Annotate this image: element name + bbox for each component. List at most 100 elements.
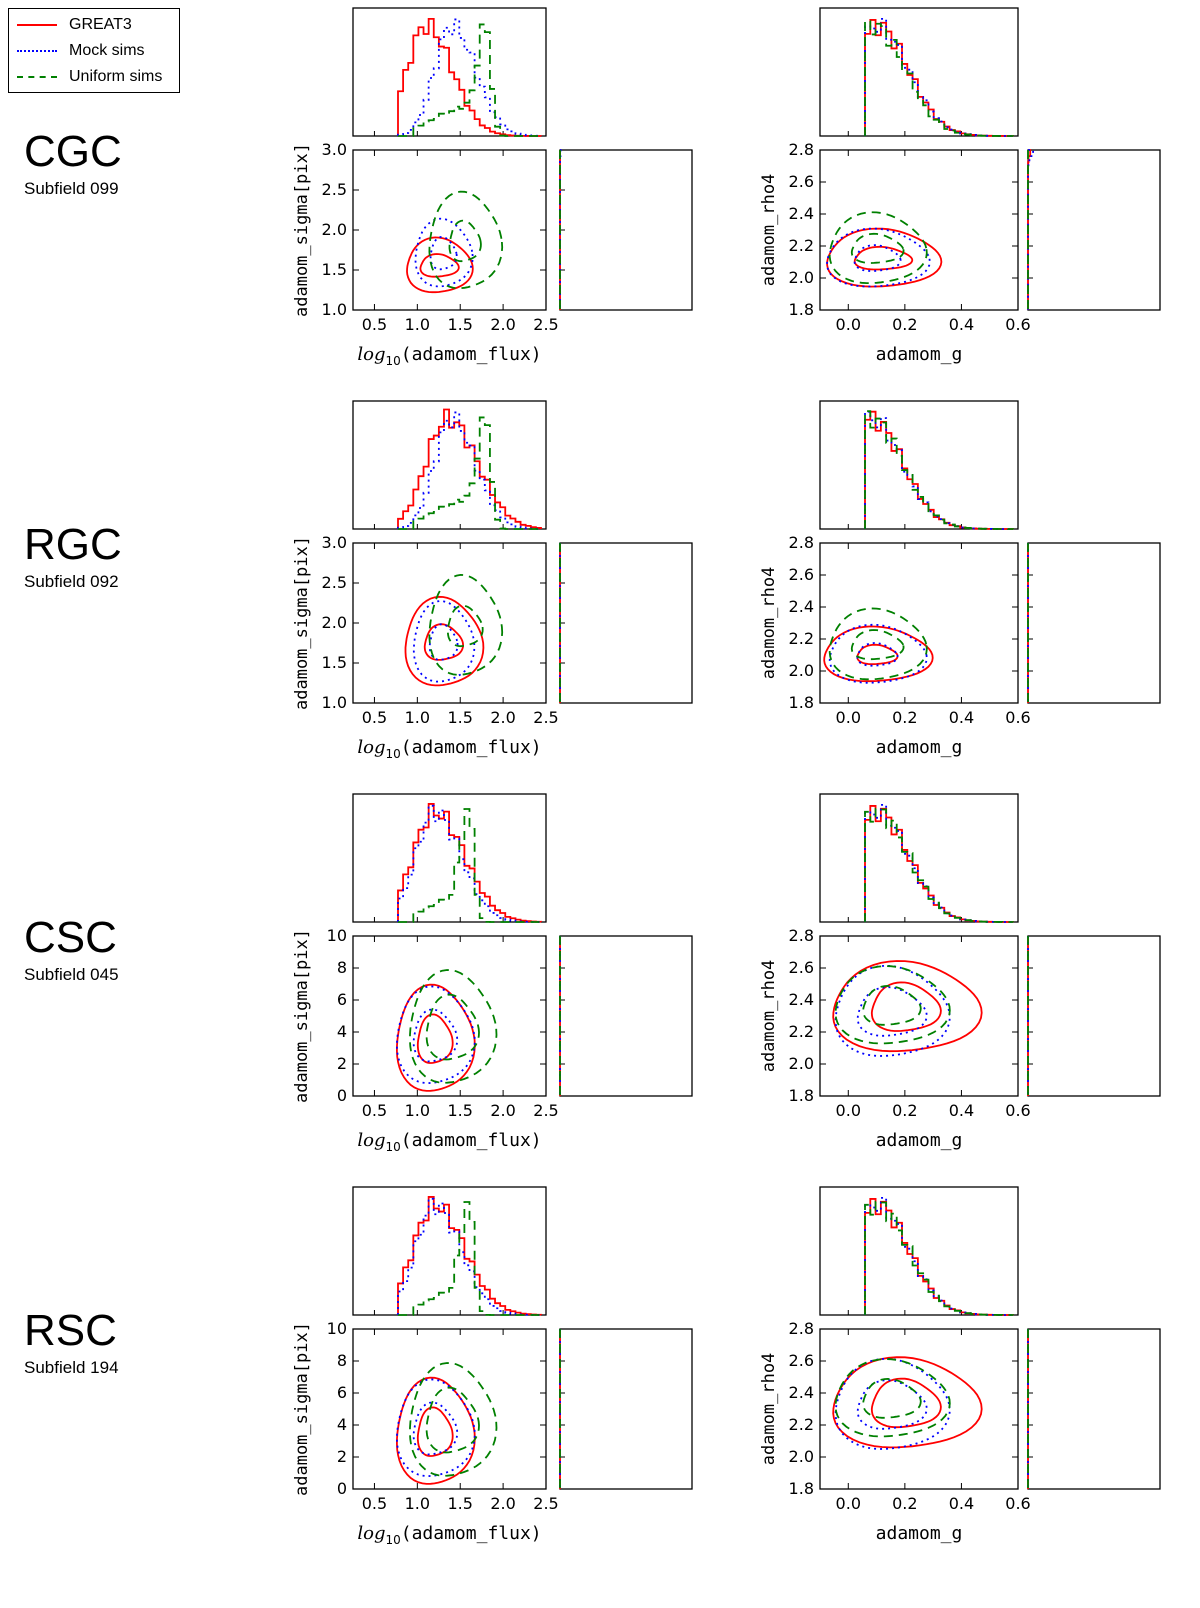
series-mock-sims — [395, 1197, 561, 1489]
top-histogram-line — [397, 803, 542, 923]
x-tick-label: 0.0 — [836, 708, 861, 727]
x-tick-label: 2.5 — [533, 1101, 558, 1120]
x-axis-label-sub: 10 — [385, 1140, 400, 1154]
top-histogram-frame — [352, 400, 547, 530]
x-tick-label: 2.5 — [533, 708, 558, 727]
contour-inner — [425, 993, 480, 1061]
series-uniform-sims — [834, 807, 1029, 1096]
top-histogram-line — [397, 1196, 542, 1316]
top-histogram-frame — [819, 793, 1019, 923]
x-tick-label: 0.0 — [836, 1101, 861, 1120]
x-tick-label: 0.2 — [892, 1101, 917, 1120]
x-axis-label-math: log — [357, 737, 385, 758]
top-histogram-line — [864, 410, 1014, 530]
legend-label: GREAT3 — [69, 16, 132, 33]
contour-inner — [862, 1377, 922, 1419]
y-tick-label: 2.2 — [789, 236, 814, 255]
y-tick-label: 1.5 — [322, 260, 347, 279]
x-axis-label: adamom_g — [876, 344, 963, 365]
x-axis-label-var: (adamom_flux) — [401, 1130, 542, 1151]
x-axis-label: adamom_g — [876, 1130, 963, 1151]
contour-inner — [856, 986, 928, 1037]
legend: GREAT3 Mock sims Uniform sims — [8, 8, 180, 93]
legend-line-mock-sims — [17, 50, 57, 52]
contour-outer — [395, 985, 476, 1085]
legend-item-great3: GREAT3 — [17, 15, 177, 35]
x-tick-label: 0.5 — [362, 315, 387, 334]
contour-plot-frame — [819, 935, 1019, 1097]
x-tick-label: 1.0 — [405, 315, 430, 334]
series-uniform-sims — [828, 20, 1029, 310]
legend-line-uniform-sims — [17, 76, 57, 78]
y-tick-label: 2.6 — [789, 1351, 814, 1370]
side-histogram-frame — [1027, 935, 1161, 1097]
series-great3 — [395, 1196, 561, 1489]
contour-outer — [832, 960, 983, 1053]
x-tick-label: 0.2 — [892, 708, 917, 727]
contour-inner — [425, 1386, 480, 1454]
y-axis-label: adamom_sigma[pix] — [292, 929, 312, 1103]
row-title-rgc: RGC — [24, 520, 122, 569]
x-tick-label: 2.0 — [490, 1101, 515, 1120]
series-uniform-sims — [398, 416, 561, 703]
x-axis-label-sub: 10 — [385, 747, 400, 761]
contour-inner — [870, 981, 942, 1032]
side-histogram-frame — [559, 149, 693, 311]
x-tick-label: 0.5 — [362, 1101, 387, 1120]
row-title-rsc: RSC — [24, 1306, 117, 1355]
contour-inner — [850, 629, 905, 661]
contour-outer — [406, 236, 474, 294]
legend-item-mock-sims: Mock sims — [17, 41, 177, 61]
y-tick-label: 2.5 — [322, 180, 347, 199]
contour-inner — [856, 642, 899, 667]
contour-outer — [823, 625, 934, 683]
y-tick-label: 1.0 — [322, 300, 347, 319]
y-tick-label: 2.0 — [322, 220, 347, 239]
series-uniform-sims — [398, 23, 561, 310]
y-tick-label: 2.4 — [789, 204, 814, 223]
panel-csc-left: 0.5 1.0 1.5 2.0 2.50246810log10(adamom_flux)… — [292, 793, 693, 1154]
side-histogram-frame — [559, 935, 693, 1097]
y-tick-label: 6 — [337, 1383, 347, 1402]
contour-inner — [416, 1406, 454, 1457]
contour-inner — [423, 623, 465, 661]
y-axis-label: adamom_rho4 — [759, 567, 779, 680]
top-histogram-line — [864, 1200, 1014, 1316]
side-histogram-frame — [1027, 1328, 1161, 1490]
y-tick-label: 0 — [337, 1479, 347, 1498]
top-histogram-line — [864, 410, 1014, 530]
y-tick-label: 2.8 — [789, 926, 814, 945]
legend-label: Mock sims — [69, 42, 145, 59]
top-histogram-line — [864, 20, 1014, 137]
top-histogram-line — [864, 17, 1014, 137]
contour-outer — [828, 607, 928, 681]
contour-inner — [870, 1377, 942, 1429]
row-subtitle-rsc: Subfield 194 — [24, 1358, 119, 1377]
side-histogram-frame — [559, 1328, 693, 1490]
contour-inner — [862, 984, 922, 1026]
series-mock-sims — [397, 18, 562, 310]
top-histogram-frame — [352, 7, 547, 137]
contour-outer — [834, 964, 951, 1057]
x-axis-label-math: log — [357, 1523, 385, 1544]
y-tick-label: 2.2 — [789, 1022, 814, 1041]
panel-cgc-left: 0.5 1.0 1.5 2.0 2.5 1.0 1.5 2.0 2.5 3.0 log10(adam… — [292, 7, 693, 368]
y-tick-label: 10 — [327, 926, 347, 945]
top-histogram-frame — [352, 1186, 547, 1316]
x-axis-label: log10(adamom_flux) — [357, 1523, 541, 1547]
top-histogram-line — [397, 804, 542, 923]
series-mock-sims — [828, 410, 1029, 703]
y-tick-label: 2 — [337, 1054, 347, 1073]
y-tick-label: 2.4 — [789, 597, 814, 616]
x-tick-label: 1.5 — [447, 315, 472, 334]
top-histogram-line — [398, 808, 541, 923]
contour-outer — [412, 600, 476, 683]
y-tick-label: 2.8 — [789, 533, 814, 552]
x-tick-label: 2.0 — [490, 315, 515, 334]
x-axis-label-math: log — [357, 344, 385, 365]
top-histogram-line — [398, 416, 541, 530]
panel-rgc-right: 0.0 0.2 0.4 0.6 1.8 2.0 2.2 2.4 2.6 2.8 adamom_g ad… — [759, 400, 1161, 758]
contour-outer — [404, 595, 485, 687]
x-axis-label: log10(adamom_flux) — [357, 737, 541, 761]
